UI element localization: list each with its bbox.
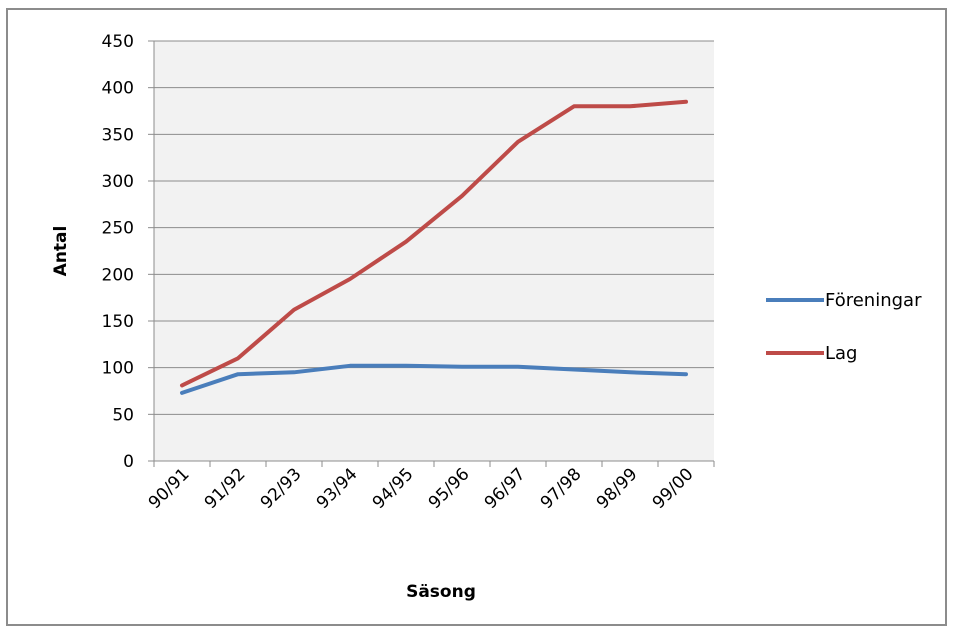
y-tick-label: 150 bbox=[102, 312, 134, 332]
x-tick-labels: 90/91 91/92 92/93 93/94 94/95 95/96 96/97 97/98… bbox=[145, 464, 698, 513]
gridlines bbox=[148, 40, 715, 467]
y-tick-label: 200 bbox=[102, 265, 134, 285]
y-tick-label: 450 bbox=[102, 32, 134, 52]
x-tick-label: 91/92 bbox=[201, 464, 250, 513]
series-line-foreningar bbox=[180, 363, 688, 395]
y-axis-title: Antal bbox=[51, 226, 71, 277]
x-axis-title: Säsong bbox=[406, 582, 476, 602]
y-tick-label: 0 bbox=[123, 452, 134, 472]
legend-label: Lag bbox=[825, 343, 857, 364]
legend-label: Föreningar bbox=[825, 290, 922, 311]
x-tick-label: 95/96 bbox=[425, 464, 474, 513]
x-tick-label: 92/93 bbox=[257, 464, 306, 513]
x-tick-label: 99/00 bbox=[649, 464, 698, 513]
y-tick-label: 350 bbox=[102, 125, 134, 145]
y-tick-label: 400 bbox=[102, 79, 134, 99]
x-tick-label: 90/91 bbox=[145, 464, 194, 513]
y-tick-labels: 0 50 100 150 200 250 300 350 400 450 bbox=[102, 32, 134, 472]
legend: Föreningar Lag bbox=[766, 290, 922, 364]
y-tick-label: 300 bbox=[102, 172, 134, 192]
y-tick-label: 100 bbox=[102, 359, 134, 379]
y-tick-label: 50 bbox=[112, 405, 134, 425]
plot-area bbox=[154, 41, 714, 461]
x-tick-label: 98/99 bbox=[593, 464, 642, 513]
x-tick-label: 93/94 bbox=[313, 464, 362, 513]
x-tick-label: 97/98 bbox=[537, 464, 586, 513]
series-lines bbox=[180, 99, 688, 395]
x-tick-label: 96/97 bbox=[481, 464, 530, 513]
x-tick-label: 94/95 bbox=[369, 464, 418, 513]
y-tick-label: 250 bbox=[102, 219, 134, 239]
series-line-lag bbox=[180, 99, 688, 388]
